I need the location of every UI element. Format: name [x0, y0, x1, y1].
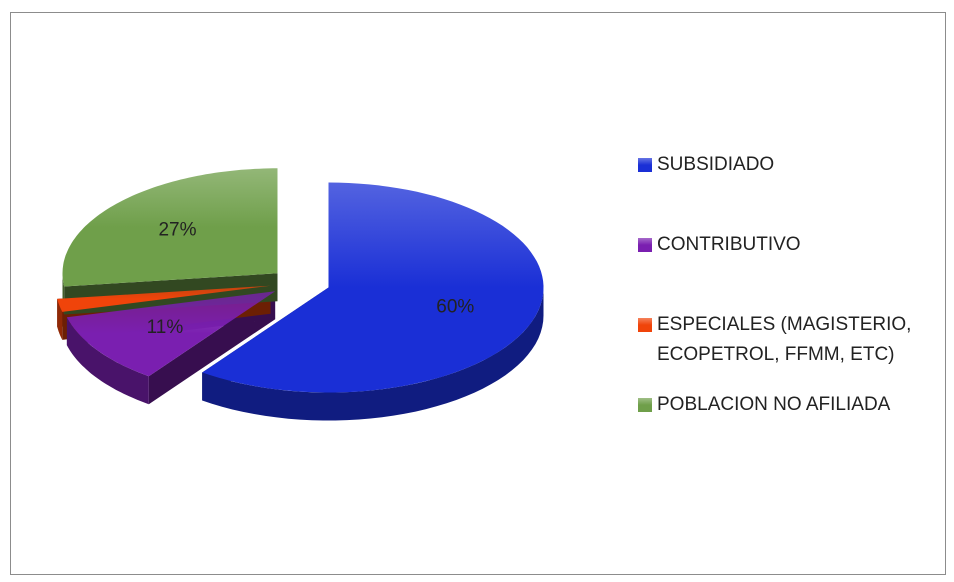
slice [66, 291, 276, 377]
legend: SUBSIDIADO CONTRIBUTIVO ESPECIALES (MAGIST… [638, 150, 938, 420]
legend-label: POBLACION NO AFILIADA [657, 394, 891, 415]
legend-item: ESPECIALES (MAGISTERIO, ECOPETROL, FFMM,… [638, 310, 938, 370]
slice-side [64, 168, 278, 315]
legend-swatch [638, 238, 652, 252]
slice-side [66, 317, 149, 405]
slice-side [202, 287, 544, 421]
data-label: 11% [147, 317, 184, 338]
slice [202, 182, 544, 393]
legend-label: ESPECIALES (MAGISTERIO, ECOPETROL, FFMM,… [657, 314, 912, 365]
legend-item: SUBSIDIADO [638, 150, 938, 180]
data-label: 27% [158, 219, 196, 240]
legend-label: SUBSIDIADO [657, 154, 775, 175]
data-label: 60% [436, 297, 474, 318]
legend-swatch [638, 158, 652, 172]
slice [57, 285, 271, 312]
legend-item: CONTRIBUTIVO [638, 230, 938, 260]
slice [62, 168, 278, 287]
legend-swatch [638, 398, 652, 412]
legend-swatch [638, 318, 652, 332]
slice-side [57, 298, 63, 340]
legend-item: POBLACION NO AFILIADA [638, 390, 938, 420]
legend-label: CONTRIBUTIVO [657, 234, 801, 255]
chart-frame [10, 12, 946, 575]
